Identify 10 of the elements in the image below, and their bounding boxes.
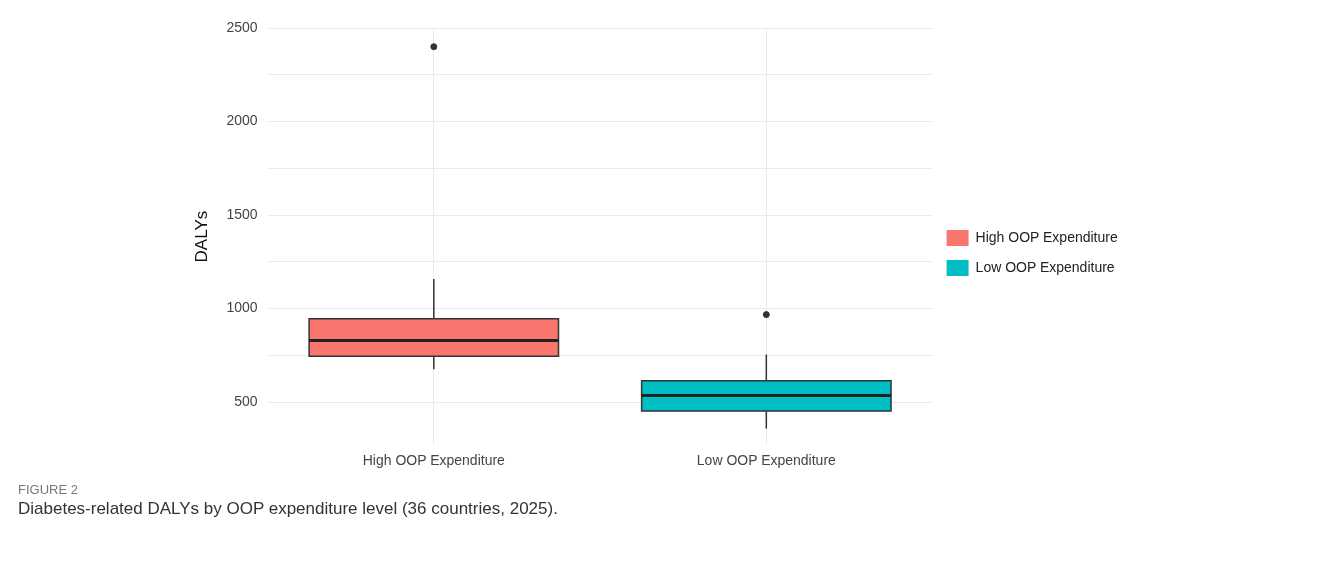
legend-label: High OOP Expenditure <box>975 228 1118 245</box>
y-tick-label: 2500 <box>226 18 258 35</box>
legend-label: Low OOP Expenditure <box>975 258 1115 275</box>
y-axis-title: DALYs <box>191 210 211 263</box>
y-tick-label: 500 <box>234 393 258 410</box>
y-tick-label: 2000 <box>226 112 258 129</box>
text: Diabetes-related DALYs by OOP expenditure level (36 countries, 2025). <box>18 499 559 519</box>
y-tick-label: 1500 <box>226 205 258 222</box>
caption: FIGURE 2 <box>18 482 79 497</box>
y-tick-label: 1000 <box>226 299 258 316</box>
